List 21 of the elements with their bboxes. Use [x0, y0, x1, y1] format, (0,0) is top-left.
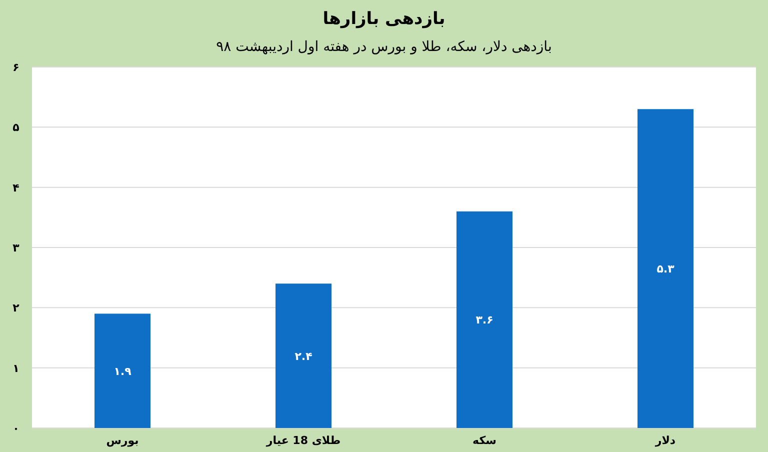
x-tick-label: بورس — [106, 434, 139, 447]
bar — [456, 211, 512, 428]
data-label: ۱.۹ — [114, 364, 132, 378]
data-label: ۲.۴ — [294, 350, 313, 363]
chart-subtitle: بازدهی دلار، سکه، طلا و بورس در هفته اول اردیبهشت ۹۸ — [216, 39, 552, 55]
y-tick-label: ۱ — [12, 362, 20, 375]
data-label: ۵.۳ — [656, 262, 675, 276]
bar — [276, 284, 332, 428]
chart-title: بازدهی بازارها — [322, 9, 446, 29]
y-tick-label: ۶ — [12, 61, 20, 74]
y-tick-label: ۰ — [12, 422, 20, 435]
y-tick-label: ۵ — [12, 121, 20, 134]
x-tick-label: طلای 18 عیار — [265, 434, 341, 447]
y-tick-label: ۴ — [12, 181, 20, 194]
data-label: ۳.۶ — [476, 314, 494, 327]
bar — [94, 314, 150, 428]
y-tick-label: ۲ — [12, 302, 20, 315]
bar — [638, 109, 694, 428]
x-tick-label: سکه — [472, 434, 496, 447]
y-tick-label: ۳ — [12, 242, 20, 254]
x-tick-label: دلار — [654, 434, 676, 447]
